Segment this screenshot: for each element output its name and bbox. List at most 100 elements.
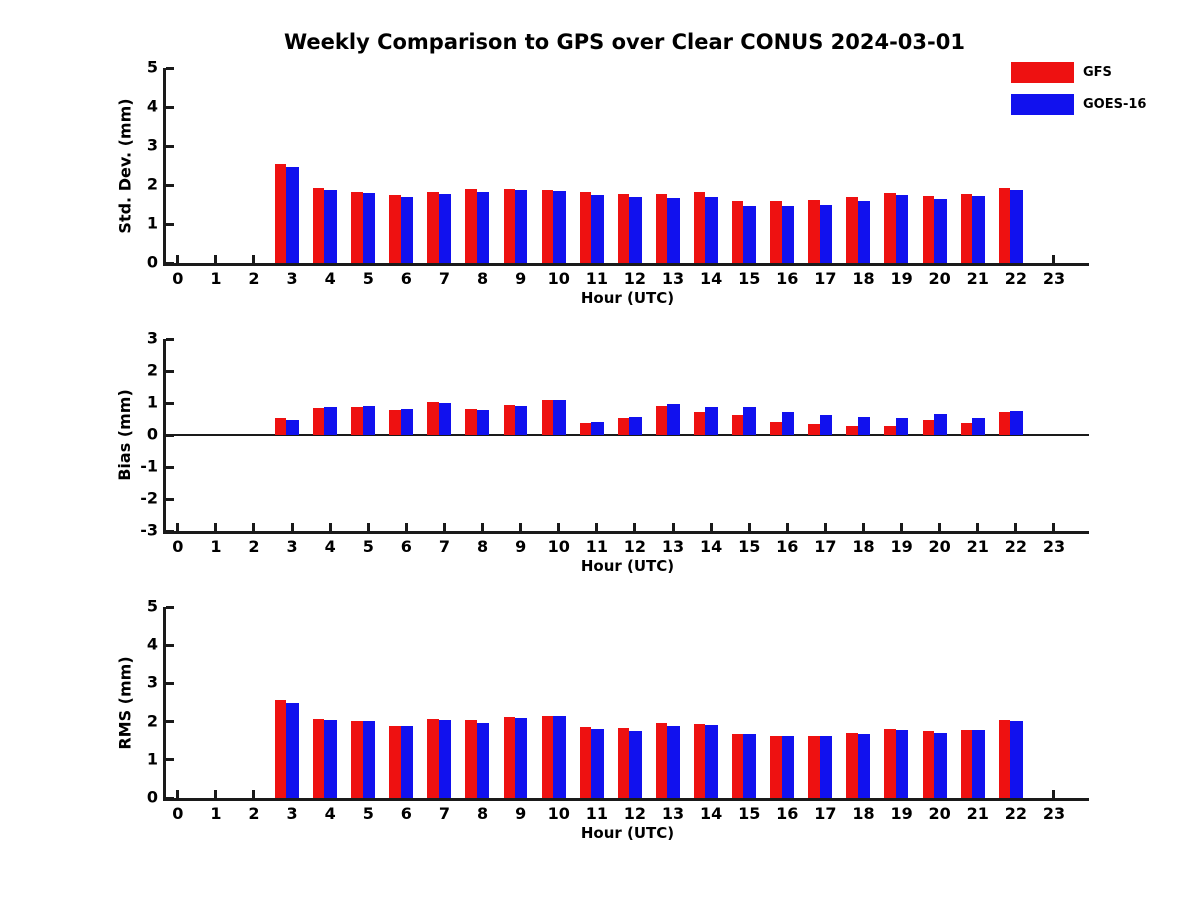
bar-goes-16: [400, 726, 414, 798]
legend: GFS GOES-16: [1011, 62, 1146, 126]
x-tick: [1052, 790, 1056, 798]
x-tick-label: 16: [776, 269, 799, 288]
y-tick-label: 0: [146, 252, 158, 272]
x-tick-label: 5: [362, 804, 374, 823]
bar-goes-16: [324, 406, 338, 435]
x-tick-label: 12: [623, 537, 647, 556]
x-tick-label: 12: [623, 269, 647, 288]
bar-gfs: [998, 412, 1011, 435]
bar-gfs: [465, 409, 477, 435]
bar-gfs: [503, 716, 515, 798]
bar-gfs: [389, 410, 401, 435]
x-tick-label: 19: [890, 269, 913, 288]
y-tick: [166, 720, 174, 724]
bar-gfs: [998, 187, 1011, 263]
x-tick-label: 9: [515, 269, 527, 288]
bar-goes-16: [476, 723, 490, 798]
x-tick-label: 4: [324, 804, 336, 823]
legend-item-gfs: GFS: [1011, 62, 1146, 83]
bar-gfs: [655, 194, 668, 263]
x-tick-label: 6: [400, 537, 412, 556]
x-tick-label: 17: [814, 537, 837, 556]
bar-goes-16: [743, 407, 757, 435]
bar-gfs: [313, 718, 325, 798]
bar-goes-16: [705, 407, 718, 435]
x-tick-label: 18: [852, 269, 875, 288]
bar-gfs: [884, 729, 896, 798]
bar-gfs: [617, 728, 630, 798]
bar-gfs: [351, 192, 363, 263]
x-tick-label: 23: [1042, 804, 1066, 823]
bar-goes-16: [514, 190, 528, 263]
bar-goes-16: [362, 721, 376, 798]
bar-gfs: [846, 197, 858, 263]
x-tick: [709, 523, 713, 531]
x-tick: [1052, 255, 1056, 263]
bar-gfs: [922, 419, 934, 435]
bar-gfs: [274, 699, 287, 798]
bar-gfs: [693, 724, 706, 798]
bar-gfs: [960, 193, 973, 263]
x-tick-label: 3: [286, 804, 298, 823]
x-tick-label: 1: [210, 804, 222, 823]
x-tick-label: 0: [172, 537, 184, 556]
bar-goes-16: [895, 418, 909, 435]
bar-goes-16: [553, 715, 566, 798]
y-tick-label: -3: [140, 520, 158, 540]
bar-gfs: [503, 404, 515, 435]
x-tick-label: 16: [776, 804, 799, 823]
x-tick-label: 18: [852, 537, 875, 556]
x-tick-label: 13: [661, 537, 685, 556]
bar-gfs: [846, 733, 858, 798]
y-tick: [166, 758, 174, 762]
bar-gfs: [313, 407, 325, 435]
y-tick: [166, 796, 174, 800]
bar-goes-16: [553, 190, 566, 263]
x-tick-label: 15: [738, 804, 761, 823]
bar-gfs: [732, 734, 744, 798]
x-tick-label: 9: [515, 537, 527, 556]
x-tick-label: 4: [324, 537, 336, 556]
bar-gfs: [693, 412, 706, 435]
x-tick-label: 1: [210, 537, 222, 556]
x-tick-label: 14: [699, 537, 723, 556]
bar-goes-16: [514, 406, 528, 435]
bar-gfs: [579, 726, 592, 798]
y-axis-label: Std. Dev. (mm): [115, 97, 134, 234]
bar-goes-16: [972, 418, 985, 435]
bar-gfs: [541, 400, 554, 435]
bar-goes-16: [972, 729, 985, 798]
y-tick: [166, 105, 174, 109]
bar-goes-16: [781, 736, 795, 798]
bar-goes-16: [629, 730, 642, 798]
bar-gfs: [427, 718, 439, 798]
x-tick-label: 2: [248, 804, 260, 823]
y-tick-label: 0: [146, 787, 158, 807]
bar-gfs: [465, 720, 477, 798]
x-tick: [252, 523, 256, 531]
x-tick-label: 20: [928, 269, 951, 288]
x-axis-label: Hour (UTC): [580, 557, 675, 575]
x-tick-label: 8: [476, 804, 489, 823]
bar-gfs: [960, 729, 973, 798]
y-axis-label: RMS (mm): [115, 655, 134, 750]
x-tick: [1052, 523, 1056, 531]
bar-goes-16: [591, 421, 604, 435]
x-tick-label: 6: [400, 804, 412, 823]
y-tick: [166, 497, 174, 501]
bar-gfs: [884, 192, 896, 263]
bar-goes-16: [514, 718, 528, 798]
y-tick-label: 5: [146, 596, 158, 616]
rms-chart: 0 1 2 3 4 5 0 1 2 3 4 5 6 7 8 9 10 11 12 13 14 15 16 17 18 19 20 21…: [115, 597, 1089, 842]
bar-goes-16: [476, 191, 490, 263]
bar-goes-16: [781, 205, 795, 263]
bar-goes-16: [438, 720, 452, 798]
x-tick-label: 20: [928, 804, 951, 823]
bar-goes-16: [324, 719, 338, 798]
legend-label-gfs: GFS: [1083, 65, 1112, 80]
x-tick-label: 19: [890, 804, 913, 823]
bar-gfs: [617, 418, 630, 435]
x-tick: [442, 523, 446, 531]
bar-gfs: [503, 188, 515, 263]
x-tick-label: 0: [172, 804, 184, 823]
